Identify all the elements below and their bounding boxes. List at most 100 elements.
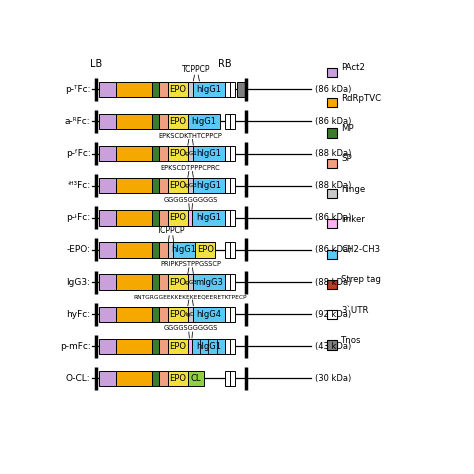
Text: RdRpTVC: RdRpTVC [341, 94, 381, 103]
Bar [116, 210, 153, 226]
Text: igG3: igG3 [184, 280, 197, 284]
Text: Strep tag: Strep tag [341, 275, 381, 284]
Bar [158, 82, 168, 97]
Text: EPKSCDKTHTCPPCP: EPKSCDKTHTCPPCP [159, 133, 223, 138]
Bar [328, 340, 337, 350]
Bar [230, 242, 235, 258]
Bar [328, 159, 337, 168]
Bar [99, 274, 116, 290]
Bar [168, 178, 188, 193]
Text: EPO: EPO [197, 246, 214, 255]
Bar [328, 250, 337, 259]
Bar [168, 242, 173, 258]
Text: (88 kDa): (88 kDa) [315, 278, 351, 287]
Bar [328, 310, 337, 319]
Text: EPO: EPO [169, 181, 186, 190]
Bar [116, 114, 153, 129]
Bar [230, 307, 235, 322]
Text: p-ᶠFc:: p-ᶠFc: [66, 149, 91, 158]
Text: EPO: EPO [169, 149, 186, 158]
Bar [230, 178, 235, 193]
Text: CH2-CH3: CH2-CH3 [341, 245, 380, 254]
Bar [116, 82, 153, 97]
Bar [168, 338, 188, 354]
Bar [158, 146, 168, 161]
Text: EPO: EPO [169, 374, 186, 383]
Bar [158, 210, 168, 226]
Bar [116, 274, 153, 290]
Bar [230, 114, 235, 129]
Bar [328, 280, 337, 289]
Text: p-ᵀFc:: p-ᵀFc: [65, 85, 91, 94]
Bar [153, 146, 158, 161]
Text: igG1: igG1 [184, 151, 197, 156]
Text: (88 kDa): (88 kDa) [315, 149, 351, 158]
Bar [158, 242, 168, 258]
Bar [158, 274, 168, 290]
Bar [188, 178, 193, 193]
Bar [99, 114, 116, 129]
Bar [158, 338, 168, 354]
Bar [230, 210, 235, 226]
Text: IgD: IgD [186, 312, 195, 317]
Text: 3`UTR: 3`UTR [341, 306, 368, 315]
Bar [168, 274, 188, 290]
Bar [168, 146, 188, 161]
Bar [99, 338, 116, 354]
Bar [225, 114, 230, 129]
Bar [153, 210, 158, 226]
Bar [153, 371, 158, 386]
Bar [116, 178, 153, 193]
Text: igG3: igG3 [184, 183, 197, 188]
Bar [99, 82, 116, 97]
Text: hIgG1: hIgG1 [196, 342, 221, 351]
Bar [153, 178, 158, 193]
Bar [116, 146, 153, 161]
Text: GGGGSGGGGGS: GGGGSGGGGGS [164, 197, 218, 203]
Text: LB: LB [90, 59, 102, 69]
Text: hIgG1: hIgG1 [172, 246, 197, 255]
Text: SP: SP [341, 154, 352, 163]
Bar [192, 338, 225, 354]
Bar [116, 307, 153, 322]
Text: TCPPCP: TCPPCP [182, 65, 210, 74]
Bar [328, 98, 337, 107]
Bar [188, 338, 192, 354]
Bar [99, 371, 116, 386]
Text: hIgG1: hIgG1 [191, 117, 216, 126]
Text: PAct2: PAct2 [341, 64, 365, 73]
Bar [193, 82, 225, 97]
Text: PRIPKPSTPPGSSCP: PRIPKPSTPPGSSCP [160, 261, 221, 267]
Bar [116, 242, 153, 258]
Text: IgG3:: IgG3: [66, 278, 91, 287]
Text: MP: MP [341, 124, 354, 133]
Bar [195, 242, 215, 258]
Text: O-CL:: O-CL: [66, 374, 91, 383]
Bar [230, 82, 235, 97]
Text: hIgG1: hIgG1 [196, 213, 221, 222]
Text: (86 kDa): (86 kDa) [315, 117, 351, 126]
Text: EPO: EPO [169, 342, 186, 351]
Bar [153, 242, 158, 258]
Text: hIgG1: hIgG1 [197, 149, 222, 158]
Text: EPO: EPO [169, 117, 186, 126]
Text: hyFc:: hyFc: [66, 310, 91, 319]
Text: p-ᶡFc:: p-ᶡFc: [66, 213, 91, 222]
Text: EPO: EPO [169, 310, 186, 319]
Bar [328, 219, 337, 228]
Bar [99, 178, 116, 193]
Bar [99, 146, 116, 161]
Bar [168, 114, 188, 129]
Bar [188, 114, 219, 129]
Text: (30 kDa): (30 kDa) [315, 374, 351, 383]
Bar [225, 210, 230, 226]
Text: Tnos: Tnos [341, 336, 362, 345]
Bar [188, 146, 193, 161]
Bar [188, 371, 204, 386]
Bar [173, 242, 195, 258]
Text: EPO: EPO [169, 85, 186, 94]
Bar [158, 371, 168, 386]
Text: a-ᴿFc:: a-ᴿFc: [65, 117, 91, 126]
Bar [188, 82, 193, 97]
Bar [153, 114, 158, 129]
